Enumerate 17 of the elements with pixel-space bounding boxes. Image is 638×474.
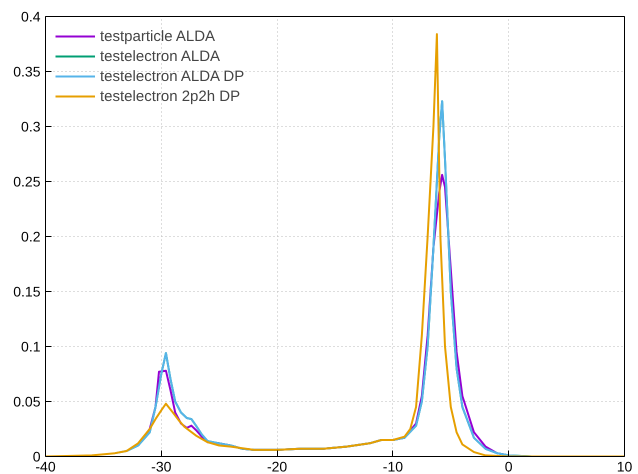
y-tick-label: 0.3 <box>21 118 41 134</box>
x-tick-label: -20 <box>266 458 288 474</box>
x-tick-label: -30 <box>151 458 172 474</box>
legend-label: testelectron ALDA DP <box>100 68 244 84</box>
legend-label: testelectron ALDA <box>100 48 220 64</box>
y-tick-label: 0.15 <box>13 284 41 300</box>
y-tick-label: 0.05 <box>13 394 41 410</box>
x-tick-label: -10 <box>382 458 404 474</box>
x-tick-label: 0 <box>504 458 513 474</box>
y-tick-label: 0.1 <box>21 338 41 354</box>
legend-label: testelectron 2p2h DP <box>100 88 240 104</box>
x-tick-label: 10 <box>616 458 632 474</box>
y-tick-label: 0.35 <box>13 64 41 80</box>
y-tick-label: 0.2 <box>21 228 41 244</box>
y-tick-label: 0.4 <box>21 8 41 24</box>
y-tick-label: 0.25 <box>13 174 41 190</box>
legend-label: testparticle ALDA <box>100 28 216 44</box>
